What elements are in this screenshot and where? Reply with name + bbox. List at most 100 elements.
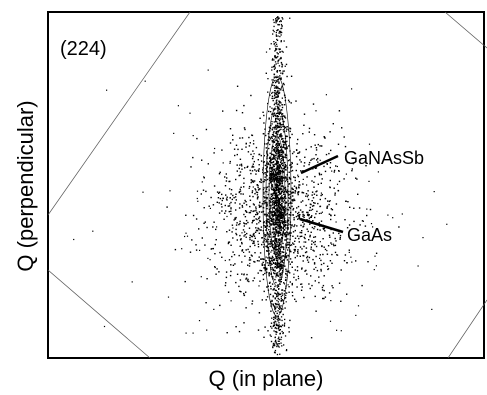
scatter-point: [271, 113, 273, 115]
scatter-point: [273, 193, 275, 195]
scatter-point: [202, 189, 205, 191]
scatter-point: [291, 182, 293, 184]
scatter-point: [279, 155, 281, 157]
scatter-point: [313, 134, 316, 136]
scatter-point: [261, 258, 263, 260]
scatter-point: [274, 90, 276, 92]
scatter-point: [334, 244, 337, 247]
scatter-point: [256, 211, 258, 214]
scatter-point: [276, 101, 278, 104]
scatter-point: [281, 251, 283, 253]
scatter-point: [275, 96, 278, 98]
scatter-point: [330, 218, 332, 221]
scatter-point: [279, 20, 281, 23]
scatter-point: [276, 90, 279, 92]
scatter-point: [320, 192, 322, 194]
scatter-point: [288, 101, 291, 103]
scatter-point: [277, 55, 279, 58]
scatter-point: [270, 136, 272, 139]
scatter-point: [329, 260, 332, 262]
scatter-point: [311, 243, 313, 245]
scatter-point: [276, 165, 279, 168]
scatter-point: [185, 332, 187, 334]
scatter-point: [286, 244, 288, 246]
scatter-point: [276, 17, 278, 19]
scatter-point: [279, 51, 282, 53]
scatter-point: [351, 170, 353, 172]
streak-contour: [262, 75, 292, 317]
scatter-point: [323, 136, 325, 138]
scatter-point: [251, 165, 254, 167]
scatter-point: [275, 144, 277, 146]
scatter-point: [280, 72, 282, 74]
scatter-point: [274, 235, 276, 237]
scatter-point: [273, 108, 275, 111]
scatter-point: [285, 239, 287, 241]
scatter-point: [274, 102, 276, 104]
scatter-point: [273, 103, 276, 106]
scatter-point: [203, 176, 205, 178]
scatter-point: [337, 143, 340, 145]
streak-contour: [268, 135, 286, 257]
scatter-point: [277, 246, 280, 248]
scatter-point: [226, 196, 228, 198]
scatter-point: [369, 208, 372, 211]
scatter-point: [274, 45, 276, 47]
scatter-point: [243, 231, 246, 233]
scatter-point: [279, 333, 281, 335]
scatter-point: [263, 200, 265, 203]
scatter-point: [261, 211, 263, 213]
scatter-point: [278, 338, 281, 340]
scatter-point: [281, 27, 283, 29]
scatter-point: [286, 191, 288, 193]
scatter-point: [273, 233, 275, 235]
scatter-point: [213, 308, 215, 310]
scatter-point: [280, 295, 283, 298]
scatter-point: [302, 225, 305, 227]
scatter-point: [244, 255, 246, 257]
scatter-point: [255, 189, 257, 191]
scatter-point: [256, 184, 258, 186]
scatter-point: [273, 316, 275, 318]
scatter-point: [272, 171, 274, 173]
scatter-point: [334, 192, 336, 194]
scatter-point: [267, 246, 269, 248]
scatter-point: [272, 194, 274, 197]
scatter-point: [264, 272, 266, 275]
y-axis-label: Q (perpendicular): [13, 100, 38, 271]
scatter-point: [302, 260, 304, 262]
scatter-point: [289, 231, 291, 233]
scatter-point: [282, 214, 284, 217]
scatter-point: [275, 146, 278, 148]
scatter-point: [280, 116, 282, 118]
scatter-point: [270, 193, 273, 195]
scatter-point: [269, 256, 271, 258]
scatter-point: [267, 178, 269, 181]
scatter-point: [293, 273, 295, 275]
scatter-point: [273, 197, 275, 199]
scatter-point: [318, 174, 321, 176]
scatter-point: [272, 161, 274, 164]
scatter-point: [264, 164, 267, 167]
scatter-point: [297, 218, 299, 220]
scatter-point: [324, 170, 327, 173]
scatter-point: [276, 184, 278, 186]
scatter-point: [274, 150, 276, 152]
scatter-point: [278, 230, 280, 232]
scatter-point: [249, 237, 251, 239]
scatter-point: [308, 256, 311, 259]
scatter-point: [273, 87, 276, 89]
scatter-point: [257, 184, 259, 187]
scatter-point: [294, 224, 296, 226]
scatter-point: [276, 241, 278, 244]
scatter-point: [282, 332, 284, 335]
scatter-point: [269, 231, 271, 233]
scatter-point: [278, 340, 280, 342]
scatter-point: [259, 188, 261, 190]
scatter-point: [327, 268, 329, 271]
scatter-point: [269, 128, 272, 130]
scatter-point: [282, 123, 284, 126]
scatter-point: [314, 175, 316, 178]
scatter-point: [277, 76, 279, 78]
scatter-point: [278, 130, 280, 132]
